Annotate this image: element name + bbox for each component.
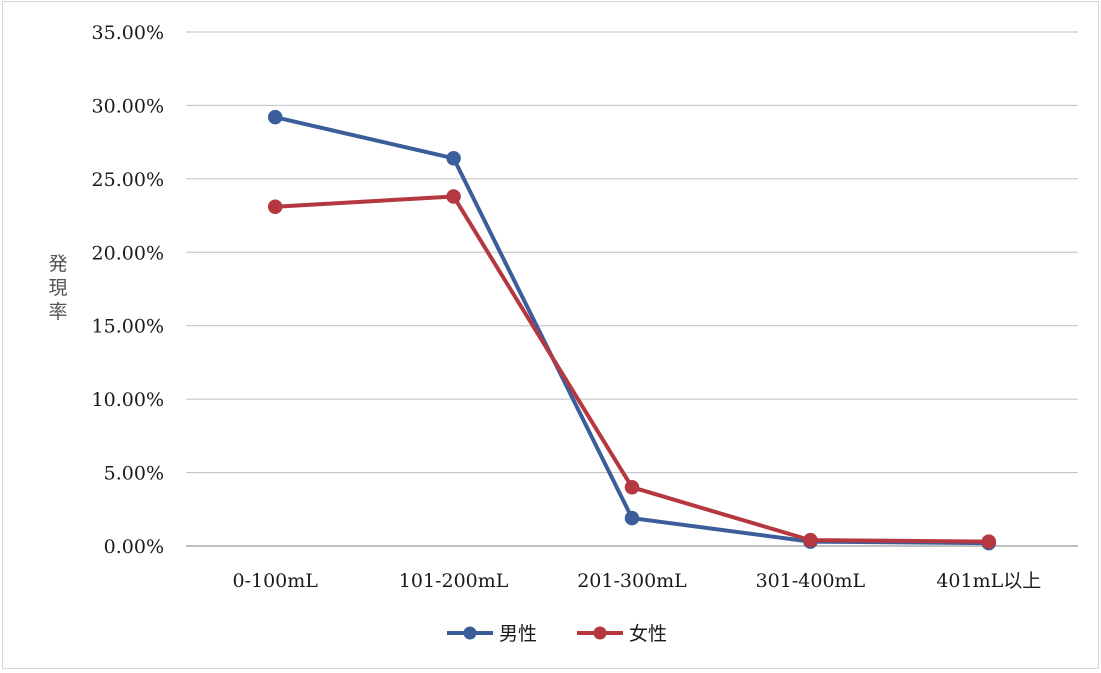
x-tick-label: 0-100mL [232, 570, 318, 592]
data-point [267, 109, 283, 125]
y-axis-label-char: 現 [48, 277, 67, 299]
series-line [273, 115, 991, 546]
data-point [267, 199, 283, 215]
y-axis-label-char: 率 [48, 301, 67, 323]
data-point [981, 534, 997, 549]
y-axis-label: 発現率 [48, 253, 67, 323]
legend-marker-icon [593, 626, 607, 640]
data-point [624, 480, 640, 495]
y-tick-label: 25.00% [92, 169, 164, 191]
y-tick-label: 15.00% [92, 316, 164, 338]
series-2 [267, 189, 997, 549]
line-chart: 0.00% 5.00% 10.00% 15.00% 20.00% 25.00% 30.00%… [48, 22, 1078, 645]
legend-item: 男性 [447, 623, 537, 645]
legend-label: 女性 [629, 623, 667, 645]
x-tick-label: 301-400mL [756, 570, 866, 592]
x-tick-label: 101-200mL [399, 570, 509, 592]
series [267, 109, 997, 551]
legend-item: 女性 [577, 623, 667, 645]
y-tick-label: 35.00% [92, 22, 164, 44]
legend-marker-icon [463, 626, 477, 640]
x-tick-label: 201-300mL [577, 570, 687, 592]
y-tick-label: 10.00% [92, 389, 164, 411]
y-tick-label: 0.00% [104, 536, 164, 558]
data-point [446, 189, 461, 204]
y-axis-label-char: 発 [48, 253, 67, 275]
legend: 男性 女性 [447, 623, 667, 645]
data-point [803, 532, 818, 548]
y-tick-label: 20.00% [92, 242, 164, 264]
y-tick-label: 30.00% [92, 95, 164, 117]
x-tick-label: 401mL以上 [936, 570, 1041, 592]
y-tick-label: 5.00% [104, 463, 164, 485]
data-point [446, 151, 461, 166]
legend-label: 男性 [499, 623, 537, 645]
gridlines [186, 31, 1078, 547]
y-tick-labels: 0.00% 5.00% 10.00% 15.00% 20.00% 25.00% 30.00%… [92, 22, 164, 558]
x-tick-labels: 0-100mL 101-200mL 201-300mL 301-400mL 401mL以… [232, 570, 1041, 592]
data-point [624, 510, 640, 526]
